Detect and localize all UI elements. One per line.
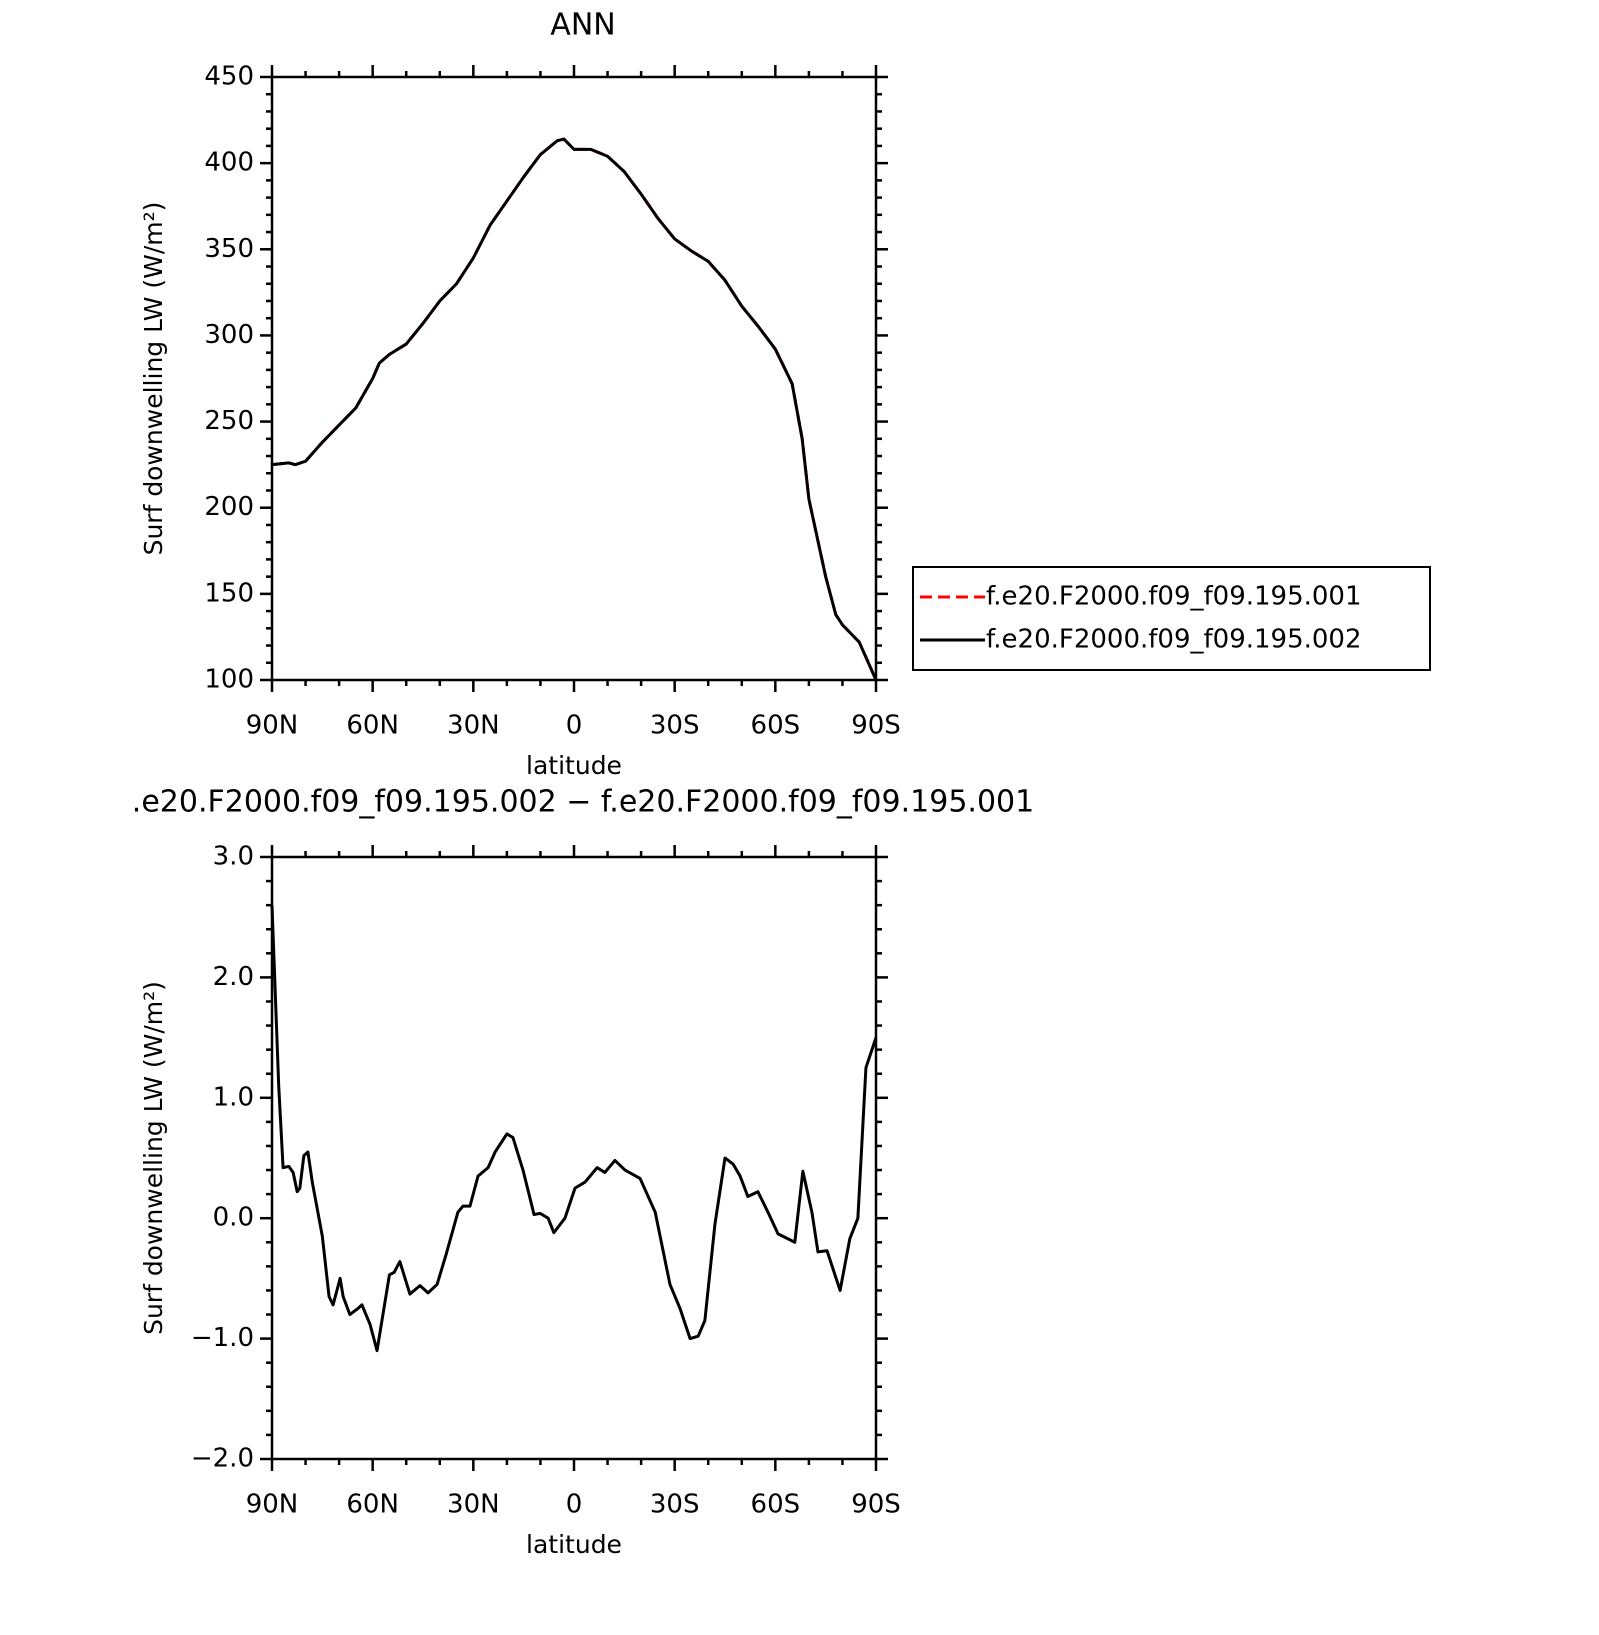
y-axis-label: Surf downwelling LW (W/m²): [139, 202, 168, 556]
legend-label: f.e20.F2000.f09_f09.195.001: [986, 582, 1362, 612]
y-tick-label: 200: [204, 492, 254, 522]
x-tick-label: 30S: [650, 1490, 700, 1520]
x-tick-label: 0: [566, 1490, 583, 1520]
y-tick-label: −1.0: [191, 1323, 254, 1353]
line-series: [271, 137, 878, 681]
x-tick-label: 90N: [246, 711, 299, 741]
x-tick-label: 60N: [346, 711, 399, 741]
x-tick-label: 90N: [246, 1490, 299, 1520]
y-tick-label: 350: [204, 234, 254, 264]
chart-title: .e20.F2000.f09_f09.195.002 − f.e20.F2000…: [132, 785, 1034, 820]
x-tick-label: 30S: [650, 711, 700, 741]
chart-title: ANN: [550, 8, 615, 43]
y-tick-label: 1.0: [213, 1082, 254, 1112]
x-tick-label: 60N: [346, 1490, 399, 1520]
y-tick-label: 100: [204, 665, 254, 695]
legend-label: f.e20.F2000.f09_f09.195.002: [986, 625, 1362, 655]
y-tick-label: 2.0: [213, 962, 254, 992]
x-tick-label: 90S: [851, 1490, 901, 1520]
y-tick-label: 450: [204, 62, 254, 92]
x-tick-label: 60S: [751, 711, 801, 741]
x-axis-label: latitude: [526, 751, 622, 780]
x-tick-label: 60S: [751, 1490, 801, 1520]
x-tick-label: 30N: [447, 1490, 500, 1520]
plot-frame: [270, 75, 878, 682]
y-tick-label: 250: [204, 406, 254, 436]
y-tick-label: 150: [204, 578, 254, 608]
y-tick-label: 3.0: [213, 842, 254, 872]
x-tick-label: 30N: [447, 711, 500, 741]
y-tick-label: 300: [204, 320, 254, 350]
line-series: [270, 905, 878, 1353]
x-tick-label: 0: [566, 711, 583, 741]
line-series: [271, 137, 878, 681]
y-tick-label: −2.0: [191, 1444, 254, 1474]
legend-box: [912, 566, 1431, 671]
y-tick-label: 400: [204, 148, 254, 178]
y-axis-label: Surf downwelling LW (W/m²): [139, 981, 168, 1335]
plot-frame: [270, 855, 878, 1461]
y-tick-label: 0.0: [213, 1203, 254, 1233]
x-tick-label: 90S: [851, 711, 901, 741]
x-axis-label: latitude: [526, 1530, 622, 1559]
